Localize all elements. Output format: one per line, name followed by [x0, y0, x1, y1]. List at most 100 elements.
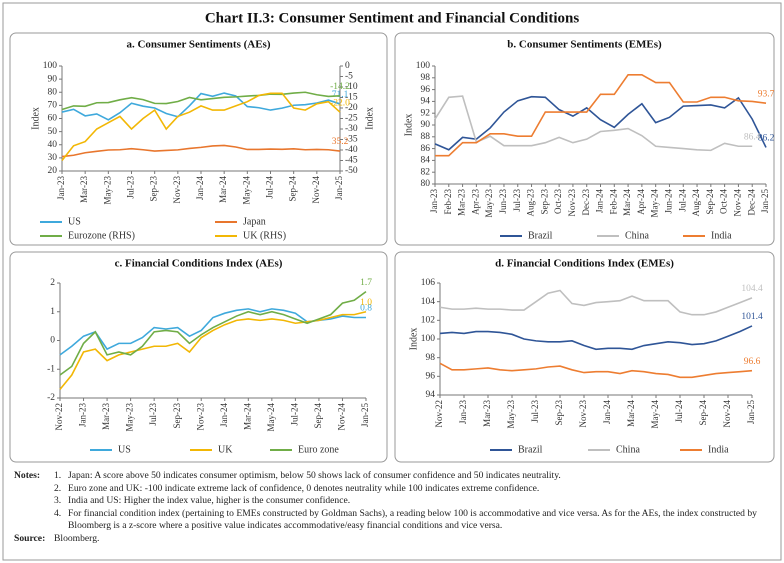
y2-tick-label: 0	[345, 61, 350, 71]
x-tick-label: May-24	[266, 403, 276, 432]
figure-title: Chart II.3: Consumer Sentiment and Finan…	[205, 10, 580, 26]
value-label: 1.0	[360, 298, 372, 308]
x-tick-label: Nov-24	[311, 176, 321, 204]
y-tick-label: 96	[421, 85, 431, 95]
y-tick-label: 106	[421, 278, 436, 288]
x-tick-label: Jan-25	[760, 189, 770, 213]
x-tick-label: Jul-24	[265, 176, 275, 199]
y-tick-label: 102	[421, 316, 436, 326]
x-tick-label: Feb-24	[608, 189, 618, 215]
x-tick-label: Nov-23	[567, 189, 577, 217]
y2-tick-label: -45	[345, 156, 358, 166]
y2-tick-label: -35	[345, 135, 358, 145]
x-tick-label: Mar-23	[101, 403, 111, 430]
legend-label: Euro zone	[298, 444, 339, 455]
y-axis-title: Index	[408, 328, 419, 351]
series-line	[61, 92, 341, 161]
x-tick-label: Sep-23	[149, 176, 159, 202]
series-line	[435, 74, 767, 157]
x-tick-label: Sep-24	[313, 403, 323, 429]
series-line	[61, 144, 341, 158]
series-line	[59, 290, 367, 376]
legend-label: China	[616, 444, 640, 455]
y2-tick-label: -10	[345, 82, 358, 92]
x-tick-label: Jul-24	[677, 189, 687, 212]
y-tick-label: 20	[48, 166, 58, 176]
y2-tick-label: -30	[345, 124, 358, 134]
x-tick-label: May-23	[506, 400, 516, 429]
legend-label: UK (RHS)	[243, 230, 286, 241]
x-tick-label: Mar-24	[622, 189, 632, 216]
note-text: Japan: A score above 50 indicates consum…	[68, 470, 561, 481]
y-tick-label: 98	[426, 353, 436, 363]
x-tick-label: Feb-23	[443, 189, 453, 215]
y-tick-label: -2	[47, 393, 55, 403]
x-tick-label: Jan-23	[429, 189, 439, 213]
x-tick-label: Apr-23	[470, 189, 480, 215]
legend-label: Eurozone (RHS)	[68, 230, 135, 241]
y-tick-label: 40	[48, 140, 58, 150]
value-label: 96.6	[744, 357, 761, 367]
y-tick-label: 80	[48, 87, 58, 97]
legend-label: Japan	[243, 216, 266, 227]
x-tick-label: Jan-23	[78, 403, 88, 427]
x-tick-label: Oct-23	[553, 189, 563, 214]
x-tick-label: Jan-24	[195, 176, 205, 200]
y-tick-label: 86	[421, 144, 431, 154]
y-tick-label: 30	[48, 153, 58, 163]
x-tick-label: Dec-24	[746, 189, 756, 216]
panel-title: b. Consumer Sentiments (EMEs)	[507, 39, 662, 51]
panel-title: c. Financial Conditions Index (AEs)	[115, 258, 283, 270]
x-tick-label: Sep-23	[172, 403, 182, 429]
y-tick-label: 94	[421, 97, 431, 107]
legend-label: US	[118, 444, 131, 455]
x-tick-label: Sep-24	[288, 176, 298, 202]
y-axis-title: Index	[30, 107, 41, 130]
y-tick-label: 0	[50, 336, 55, 346]
value-label: -14.2	[330, 82, 350, 92]
legend-label: India	[711, 230, 732, 241]
legend-label: Brazil	[518, 444, 543, 455]
y-tick-label: 60	[48, 114, 58, 124]
y-tick-label: 96	[426, 372, 436, 382]
x-tick-label: Nov-24	[722, 400, 732, 428]
series-line	[439, 325, 753, 351]
y-tick-label: 100	[421, 334, 436, 344]
x-tick-label: Nov-24	[732, 189, 742, 217]
x-tick-label: Jul-24	[674, 400, 684, 423]
panel-frame	[394, 32, 775, 246]
x-tick-label: May-24	[241, 176, 251, 205]
note-text: Euro zone and UK: -100 indicate extreme …	[68, 482, 540, 494]
x-tick-label: Jul-23	[530, 400, 540, 423]
y-tick-label: 100	[43, 61, 58, 71]
x-tick-label: Jan-25	[360, 403, 370, 427]
note-number: 1.	[54, 470, 62, 481]
x-tick-label: Jan-24	[595, 189, 605, 213]
x-tick-label: Mar-23	[457, 189, 467, 216]
x-tick-label: Mar-24	[242, 403, 252, 430]
y-tick-label: -1	[47, 364, 55, 374]
y2-tick-label: -50	[345, 166, 358, 176]
x-tick-label: Mar-23	[482, 400, 492, 427]
x-tick-label: Aug-23	[526, 189, 536, 217]
x-tick-label: Oct-24	[719, 189, 729, 214]
panel-frame	[9, 32, 388, 246]
series-line	[59, 308, 366, 356]
legend-label: China	[625, 230, 649, 241]
note-number: 4.	[54, 507, 62, 519]
series-line	[434, 95, 753, 152]
x-tick-label: Jul-23	[126, 176, 136, 199]
x-tick-label: Jun-23	[498, 189, 508, 214]
x-tick-label: May-24	[650, 400, 660, 429]
panel-frame	[9, 251, 388, 463]
note-row: Notes: 1. Japan: A score above 50 indica…	[14, 470, 772, 483]
y-tick-label: 98	[421, 73, 431, 83]
value-label: 1.7	[360, 278, 372, 288]
x-tick-label: Dec-23	[581, 189, 591, 216]
y2-tick-label: -40	[345, 145, 358, 155]
y-tick-label: 84	[421, 156, 431, 166]
x-tick-label: Sep-24	[705, 189, 715, 215]
